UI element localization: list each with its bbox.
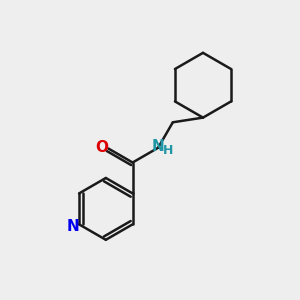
Text: O: O bbox=[95, 140, 108, 154]
Text: H: H bbox=[163, 144, 174, 157]
Text: N: N bbox=[152, 139, 164, 154]
Text: N: N bbox=[66, 219, 79, 234]
